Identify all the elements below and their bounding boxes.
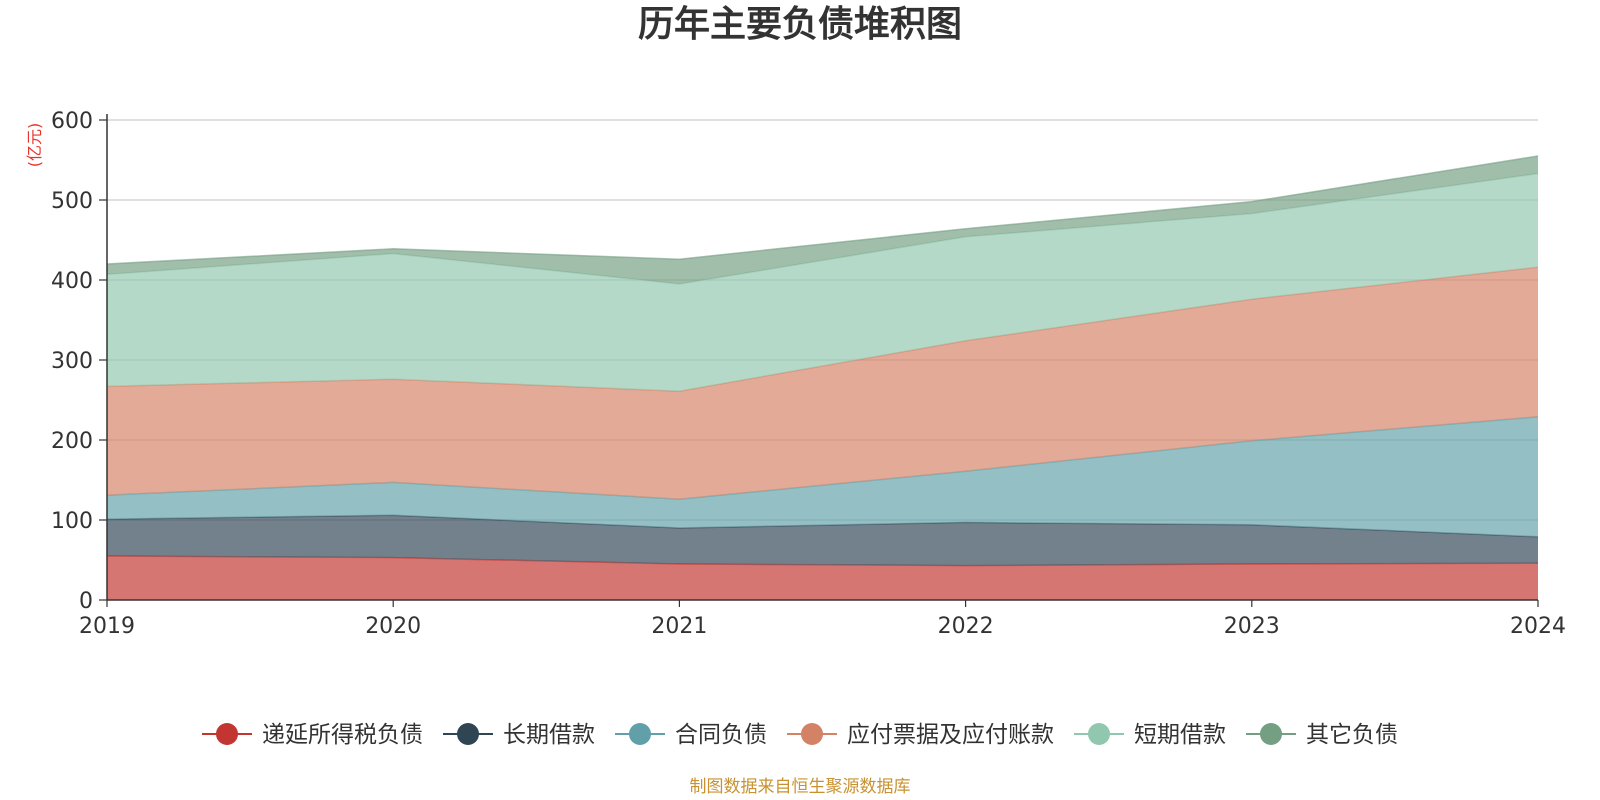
x-tick-label: 2021 <box>651 614 707 639</box>
y-axis-unit: (亿元) <box>25 123 44 168</box>
legend-marker <box>457 723 479 745</box>
legend-item-3[interactable]: 应付票据及应付账款 <box>787 722 1054 748</box>
area-layers <box>106 155 1539 600</box>
area-series-3 <box>107 267 1538 500</box>
area-series-2 <box>107 416 1538 537</box>
legend-marker <box>629 723 651 745</box>
legend-marker <box>1088 723 1110 745</box>
legend-label: 其它负债 <box>1306 722 1398 748</box>
y-tick-label: 400 <box>51 269 93 294</box>
axes: 0 100 200 300 400 500 600 2019 2020 2021 2022 2023 2… <box>51 109 1566 639</box>
x-tick-label: 2020 <box>365 614 421 639</box>
legend-marker <box>801 723 823 745</box>
legend-marker <box>216 723 238 745</box>
legend-marker <box>1260 723 1282 745</box>
x-tick-label: 2023 <box>1224 614 1280 639</box>
y-tick-label: 200 <box>51 429 93 454</box>
legend-label: 递延所得税负债 <box>262 722 423 748</box>
y-tick-label: 100 <box>51 509 93 534</box>
chart-title: 历年主要负债堆积图 <box>638 4 962 45</box>
legend-item-1[interactable]: 长期借款 <box>443 722 595 748</box>
legend-item-0[interactable]: 递延所得税负债 <box>202 722 423 748</box>
legend-label: 应付票据及应付账款 <box>847 722 1054 748</box>
y-tick-label: 600 <box>51 109 93 134</box>
legend-item-2[interactable]: 合同负债 <box>615 722 767 748</box>
legend-label: 合同负债 <box>675 722 767 748</box>
area-series-0 <box>107 556 1538 600</box>
legend-label: 长期借款 <box>503 722 595 748</box>
area-series-4 <box>107 173 1538 392</box>
data-source-note: 制图数据来自恒生聚源数据库 <box>690 777 911 797</box>
y-tick-label: 500 <box>51 189 93 214</box>
y-tick-label: 300 <box>51 349 93 374</box>
area-series-1 <box>107 515 1538 566</box>
x-tick-label: 2024 <box>1510 614 1566 639</box>
x-tick-label: 2019 <box>79 614 135 639</box>
legend-item-4[interactable]: 短期借款 <box>1074 722 1226 748</box>
area-series-line-5 <box>106 155 1539 265</box>
x-tick-label: 2022 <box>938 614 994 639</box>
y-tick-label: 0 <box>79 589 93 614</box>
legend-item-5[interactable]: 其它负债 <box>1246 722 1398 748</box>
legend-label: 短期借款 <box>1134 722 1226 748</box>
legend[interactable]: 递延所得税负债 长期借款 合同负债 应付票据及应付账款 短期借款 其它负债 <box>202 722 1398 748</box>
